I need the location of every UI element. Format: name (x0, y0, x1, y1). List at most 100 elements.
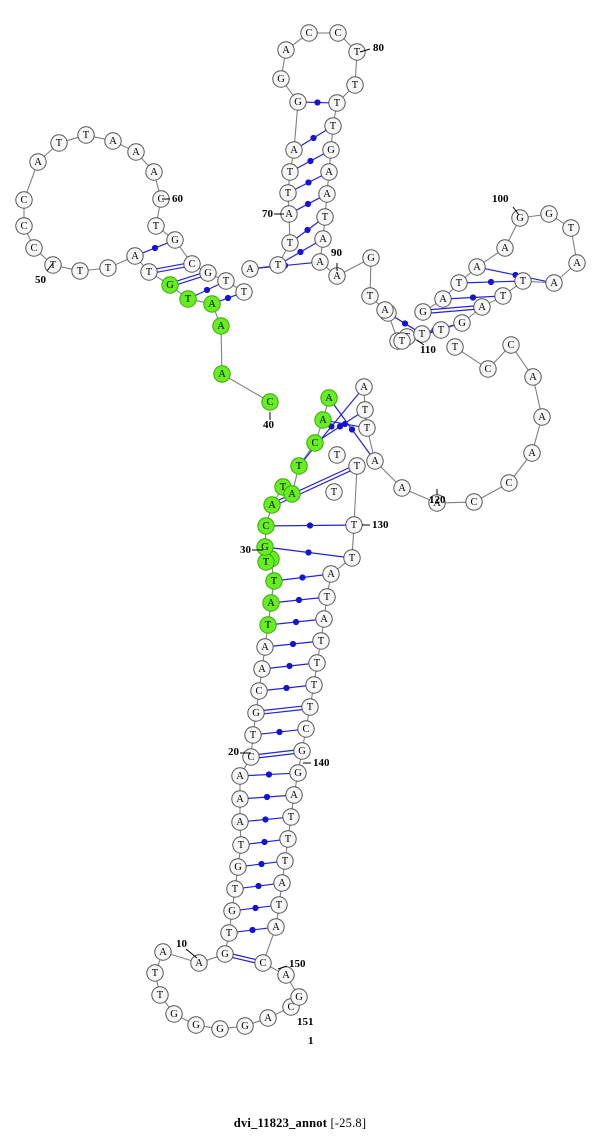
nucleotide-67[interactable]: A (241, 260, 259, 278)
nucleotide-19[interactable]: A (231, 767, 249, 785)
nucleotide-83[interactable]: G (322, 141, 340, 159)
nucleotide-7[interactable]: T (151, 986, 169, 1004)
nucleotide-151[interactable]: G (290, 988, 308, 1006)
nucleotide-137[interactable]: T (305, 676, 323, 694)
nucleotide-15[interactable]: G (229, 858, 247, 876)
nucleotide-149[interactable]: C (254, 954, 272, 972)
nucleotide-layer[interactable]: CAGGGGTTAAGTGTGTAAACTGCAATATATGCATATCAAC… (15, 24, 586, 1038)
nucleotide-82[interactable]: T (324, 117, 342, 135)
nucleotide-142[interactable]: A (285, 786, 303, 804)
nucleotide-40[interactable]: C (261, 393, 279, 411)
nucleotide-104[interactable]: A (545, 274, 563, 292)
nucleotide-132[interactable]: A (322, 565, 340, 583)
nucleotide-31[interactable]: G (256, 538, 274, 556)
nucleotide-123[interactable]: A (366, 452, 384, 470)
nucleotide-33[interactable]: A (263, 496, 281, 514)
nucleotide-99[interactable]: A (496, 239, 514, 257)
nucleotide-122[interactable]: A (393, 479, 411, 497)
nucleotide-110[interactable]: T (413, 325, 431, 343)
nucleotide-97[interactable]: T (450, 274, 468, 292)
nucleotide-38[interactable]: A (314, 411, 332, 429)
nucleotide-144[interactable]: T (279, 830, 297, 848)
nucleotide-23[interactable]: C (250, 682, 268, 700)
nucleotide-10[interactable]: A (190, 954, 208, 972)
nucleotide-130[interactable]: T (328, 446, 346, 464)
nucleotide-63[interactable]: C (183, 255, 201, 273)
nucleotide-147[interactable]: T (270, 896, 288, 914)
nucleotide-140[interactable]: G (293, 742, 311, 760)
nucleotide-52[interactable]: C (15, 217, 33, 235)
nucleotide-62[interactable]: G (166, 231, 184, 249)
nucleotide-124[interactable]: T (358, 419, 376, 437)
nucleotide-66[interactable]: T (235, 283, 253, 301)
nucleotide-6[interactable]: G (165, 1005, 183, 1023)
nucleotide-53[interactable]: C (15, 191, 33, 209)
nucleotide-17[interactable]: A (231, 813, 249, 831)
nucleotide-3[interactable]: G (236, 1017, 254, 1035)
nucleotide-86[interactable]: T (316, 208, 334, 226)
nucleotide-79[interactable]: T (348, 43, 366, 61)
nucleotide-148[interactable]: A (267, 918, 285, 936)
nucleotide-117[interactable]: A (533, 408, 551, 426)
nucleotide-9[interactable]: A (154, 943, 172, 961)
nucleotide-112[interactable]: T (393, 332, 411, 350)
nucleotide-36[interactable]: T (290, 457, 308, 475)
nucleotide-115[interactable]: C (502, 336, 520, 354)
nucleotide-72[interactable]: T (281, 163, 299, 181)
nucleotide-39[interactable]: A (320, 389, 338, 407)
nucleotide-131[interactable]: T (325, 483, 343, 501)
nucleotide-111[interactable]: A (376, 301, 394, 319)
nucleotide-14[interactable]: T (226, 880, 244, 898)
nucleotide-76[interactable]: A (277, 41, 295, 59)
nucleotide-77[interactable]: C (300, 24, 318, 42)
nucleotide-5[interactable]: G (187, 1016, 205, 1034)
nucleotide-61[interactable]: T (147, 217, 165, 235)
nucleotide-22[interactable]: G (247, 704, 265, 722)
nucleotide-12[interactable]: T (220, 924, 238, 942)
nucleotide-75[interactable]: G (272, 70, 290, 88)
nucleotide-119[interactable]: C (500, 474, 518, 492)
nucleotide-26[interactable]: T (259, 616, 277, 634)
nucleotide-125[interactable]: T (356, 401, 374, 419)
nucleotide-59[interactable]: A (145, 163, 163, 181)
nucleotide-101[interactable]: G (540, 205, 558, 223)
nucleotide-102[interactable]: T (562, 219, 580, 237)
nucleotide-37[interactable]: C (306, 434, 324, 452)
nucleotide-2[interactable]: A (259, 1009, 277, 1027)
nucleotide-46[interactable]: T (140, 263, 158, 281)
nucleotide-49[interactable]: T (71, 262, 89, 280)
nucleotide-41[interactable]: A (213, 365, 231, 383)
nucleotide-107[interactable]: A (473, 298, 491, 316)
nucleotide-87[interactable]: A (314, 230, 332, 248)
nucleotide-8[interactable]: T (146, 964, 164, 982)
nucleotide-136[interactable]: T (308, 654, 326, 672)
nucleotide-56[interactable]: T (77, 126, 95, 144)
nucleotide-129[interactable]: T (343, 549, 361, 567)
nucleotide-103[interactable]: A (568, 254, 586, 272)
nucleotide-120[interactable]: C (465, 493, 483, 511)
nucleotide-44[interactable]: T (179, 290, 197, 308)
nucleotide-91[interactable]: T (361, 287, 379, 305)
nucleotide-90[interactable]: G (362, 249, 380, 267)
nucleotide-143[interactable]: T (282, 808, 300, 826)
nucleotide-113[interactable]: T (446, 338, 464, 356)
nucleotide-114[interactable]: C (479, 360, 497, 378)
nucleotide-118[interactable]: A (523, 444, 541, 462)
nucleotide-127[interactable]: T (348, 457, 366, 475)
nucleotide-55[interactable]: T (50, 134, 68, 152)
nucleotide-146[interactable]: A (273, 874, 291, 892)
nucleotide-32[interactable]: C (257, 517, 275, 535)
nucleotide-18[interactable]: A (231, 790, 249, 808)
nucleotide-64[interactable]: G (199, 264, 217, 282)
nucleotide-16[interactable]: T (232, 836, 250, 854)
nucleotide-84[interactable]: A (320, 163, 338, 181)
nucleotide-106[interactable]: T (494, 287, 512, 305)
nucleotide-126[interactable]: A (355, 378, 373, 396)
nucleotide-95[interactable]: G (414, 303, 432, 321)
nucleotide-96[interactable]: A (434, 290, 452, 308)
nucleotide-134[interactable]: A (315, 610, 333, 628)
nucleotide-85[interactable]: A (318, 185, 336, 203)
nucleotide-138[interactable]: T (301, 698, 319, 716)
nucleotide-30[interactable]: T (257, 553, 275, 571)
